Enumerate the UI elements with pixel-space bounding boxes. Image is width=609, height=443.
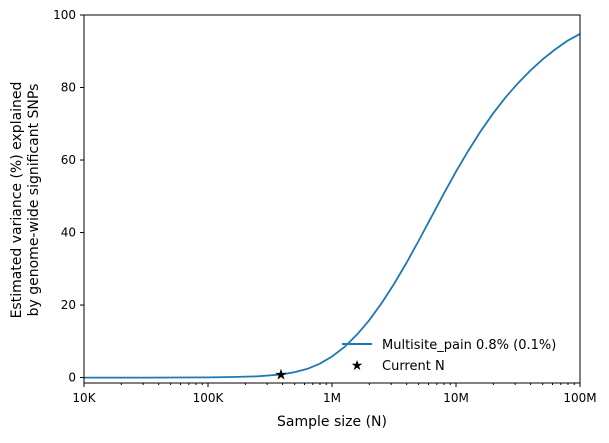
legend: Multisite_pain 0.8% (0.1%) ★ Current N <box>342 338 556 374</box>
y-tick-label: 80 <box>61 81 76 95</box>
x-tick-label: 100M <box>563 391 596 405</box>
legend-label-current-n: Current N <box>382 359 445 374</box>
y-tick-label: 0 <box>68 371 76 385</box>
x-tick-label: 1M <box>323 391 341 405</box>
plot-area: ★ <box>84 33 581 384</box>
y-tick-label: 60 <box>61 153 76 167</box>
series-line-multisite-pain <box>84 33 581 379</box>
y-tick-label: 40 <box>61 226 76 240</box>
current-n-star-marker: ★ <box>274 366 287 384</box>
y-axis-label-line2: by genome-wide significant SNPs <box>26 84 42 317</box>
legend-label-series: Multisite_pain 0.8% (0.1%) <box>382 338 556 353</box>
y-tick-label: 20 <box>61 298 76 312</box>
x-tick-label: 10M <box>443 391 469 405</box>
x-tick-label: 100K <box>193 391 225 405</box>
y-axis-label-line1: Estimated variance (%) explained <box>9 82 25 319</box>
legend-star-icon: ★ <box>351 358 364 374</box>
y-tick-label: 100 <box>53 8 76 22</box>
x-axis-label: Sample size (N) <box>277 414 387 430</box>
x-tick-label: 10K <box>72 391 96 405</box>
ticks: 10K 100K 1M 10M 100M 0 20 40 60 80 100 <box>53 8 597 405</box>
axes-frame <box>83 14 581 384</box>
